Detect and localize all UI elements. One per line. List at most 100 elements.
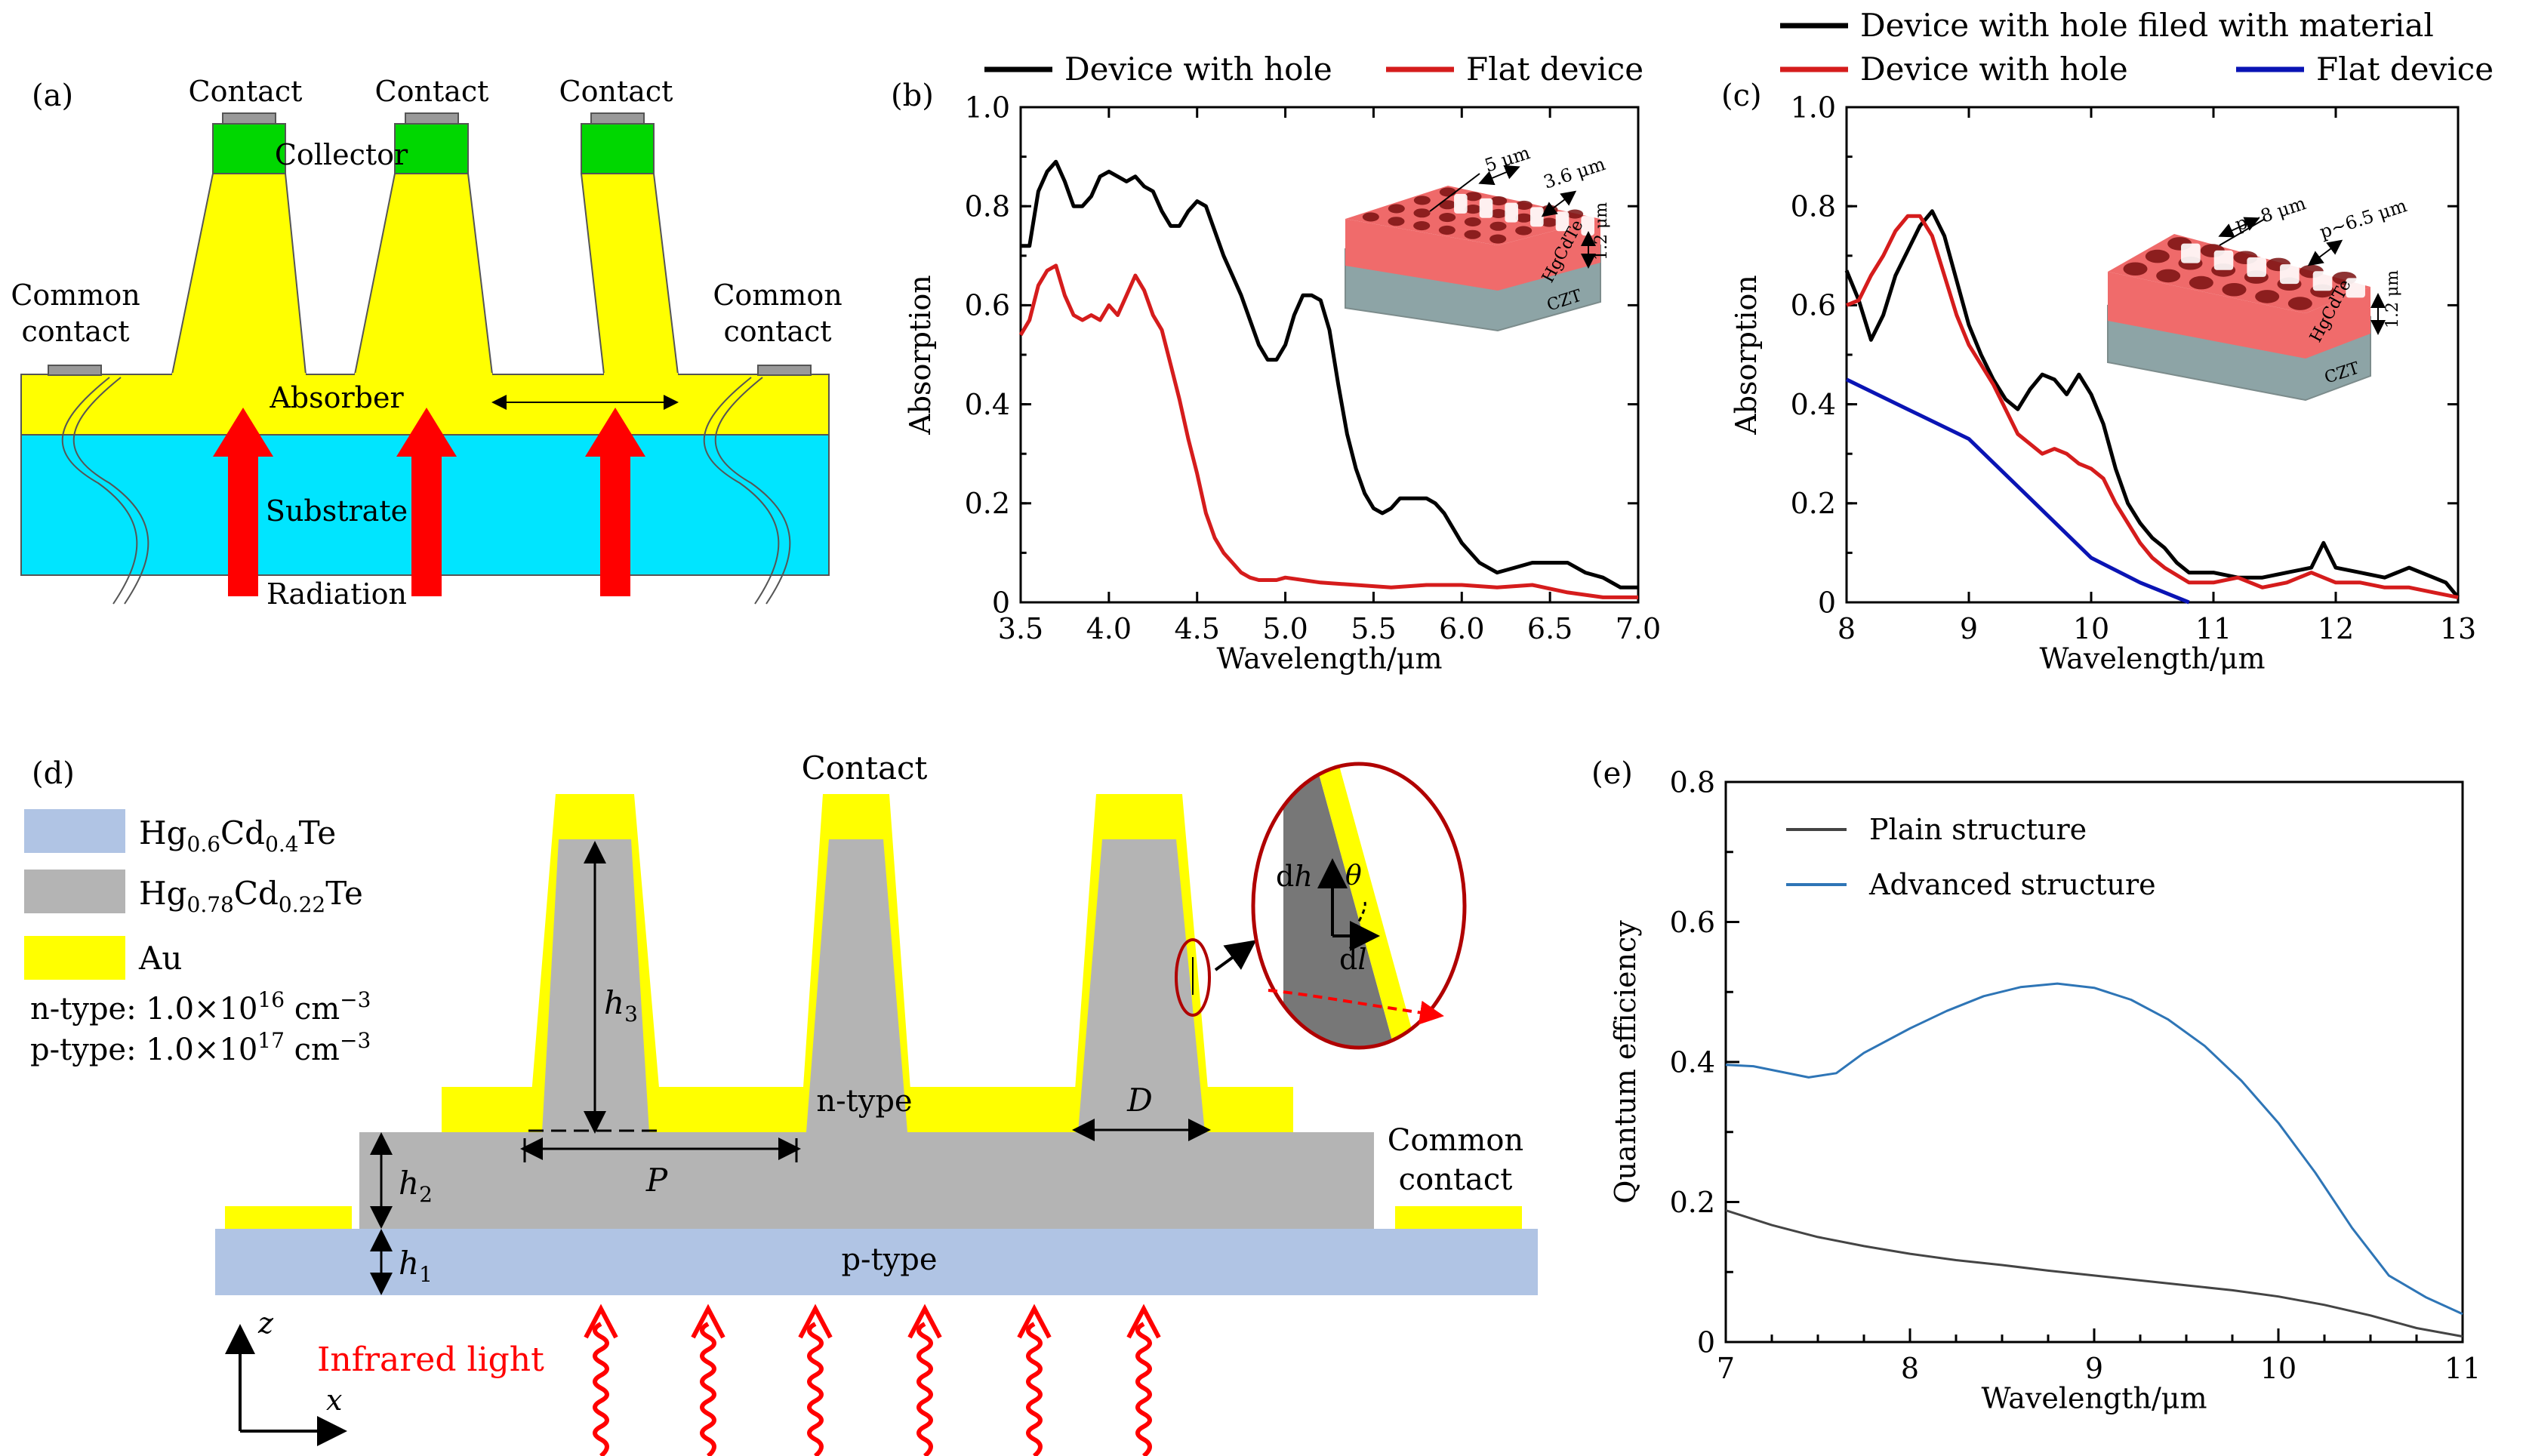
inset-hole-side xyxy=(1505,202,1518,223)
z-label: z xyxy=(257,1307,274,1340)
plot-c-series-2 xyxy=(1845,377,2190,605)
plot-e-xtick-label: 7 xyxy=(1717,1352,1735,1385)
plot-e-ytick-label: 0.4 xyxy=(1670,1045,1715,1079)
plot-b-ytick-label: 0.2 xyxy=(965,487,1010,520)
inset-hole xyxy=(1465,205,1482,214)
plot-b-xtick-label: 6.0 xyxy=(1439,612,1484,645)
plot-c-ylabel: Absorption xyxy=(1730,275,1763,435)
contact-label-d: Contact xyxy=(802,750,928,786)
plot-b-xtick-label: 5.5 xyxy=(1351,612,1396,645)
inset-c-arrow-2 xyxy=(2307,239,2343,266)
inset-hole xyxy=(2255,290,2280,303)
inset-hole xyxy=(2287,297,2312,310)
plot-c-xtick-label: 8 xyxy=(1838,612,1856,645)
inset-hole-side xyxy=(2181,243,2201,263)
plot-b-xlabel: Wavelength/μm xyxy=(1216,642,1442,675)
inset-hole xyxy=(1439,200,1456,210)
break-line-left xyxy=(61,377,138,605)
inset-hole xyxy=(1515,200,1533,210)
legend-d-label-1: Hg0.78Cd0.22Te xyxy=(139,875,363,917)
plot-c-series-1 xyxy=(1846,214,2459,599)
plot-c-ytick-label: 0 xyxy=(1818,586,1836,619)
inset-b-film-top xyxy=(1345,186,1600,245)
panel-c-legend: Device with hole filed with material Dev… xyxy=(1780,7,2494,88)
plot-e-ytick-label: 0.6 xyxy=(1670,906,1715,939)
legend-e-label-0: Plain structure xyxy=(1869,813,2087,846)
plot-e-xlabel: Wavelength/μm xyxy=(1981,1381,2207,1414)
plot-b-ytick-label: 1.0 xyxy=(965,91,1010,124)
legend-d-swatch-1 xyxy=(24,870,125,913)
mesa-2 xyxy=(353,173,494,375)
infrared-waves xyxy=(584,1304,1161,1456)
plot-e-ylabel: Quantum efficiency xyxy=(1609,920,1642,1204)
ir-wave xyxy=(916,1322,933,1456)
panel-c-label: (c) xyxy=(1721,78,1762,113)
inset-hole xyxy=(1489,208,1507,218)
ir-arrowhead xyxy=(798,1304,833,1339)
infrared-label: Infrared light xyxy=(317,1341,544,1379)
inset-b-dim-2: 1.2 μm xyxy=(1592,202,1611,260)
contact-label-2: Contact xyxy=(375,75,489,108)
collector-3 xyxy=(581,123,655,174)
legend-c-label-2: Flat device xyxy=(2316,51,2494,88)
plot-c-xtick-label: 11 xyxy=(2195,612,2232,645)
plot-b-xtick-label: 6.5 xyxy=(1527,612,1573,645)
inset-c-film-top xyxy=(2108,234,2370,313)
inset-hole-side xyxy=(1530,207,1544,227)
panel-c: (c) Device with hole filed with material… xyxy=(1721,7,2494,675)
inset-c: p~8 μm p~6.5 μm 1.2 μm HgCdTe CZT xyxy=(2107,192,2410,402)
ir-wave xyxy=(593,1322,609,1456)
n-type-base xyxy=(359,1132,1374,1229)
contact-label-1: Contact xyxy=(189,75,303,108)
radiation-arrow-1 xyxy=(213,408,273,596)
inset-c-dim-0: p~8 μm xyxy=(2232,192,2309,235)
plot-e-xtick-label: 10 xyxy=(2260,1352,2297,1385)
plot-b-ytick-label: 0.8 xyxy=(965,190,1010,223)
ir-wave xyxy=(1026,1322,1043,1456)
inset-c-pointer-1 xyxy=(2219,218,2266,246)
plot-e-xtick-label: 11 xyxy=(2444,1352,2481,1385)
substrate-label: Substrate xyxy=(266,494,408,528)
plot-e-ytick-label: 0 xyxy=(1697,1325,1715,1359)
plot-b-ytick-label: 0.6 xyxy=(965,289,1010,322)
radiation-arrow-2 xyxy=(396,408,457,596)
legend-d-swatch-2 xyxy=(24,936,125,980)
p-type-layer xyxy=(215,1229,1538,1295)
inset-hole xyxy=(1566,209,1584,219)
magnify-pointer xyxy=(1214,940,1257,971)
plot-c-ytick-label: 0.6 xyxy=(1791,289,1836,322)
n-type-pillar-2 xyxy=(806,839,907,1132)
contact-pad-2 xyxy=(405,112,459,125)
magnify-lens xyxy=(1251,762,1467,1050)
inset-hole xyxy=(2222,282,2247,297)
common-contact-left-2: contact xyxy=(21,315,129,348)
theta-label: θ xyxy=(1345,860,1362,891)
plot-b-series-0 xyxy=(1021,159,1638,589)
plot-c-xtick-label: 9 xyxy=(1960,612,1978,645)
legend-c-label-0: Device with hole filed with material xyxy=(1860,7,2434,44)
inset-c-dim-2: 1.2 μm xyxy=(2383,270,2402,328)
plot-c-ytick-label: 0.4 xyxy=(1791,388,1836,421)
plot-c-xtick-label: 13 xyxy=(2440,612,2476,645)
inset-hole xyxy=(2189,276,2213,290)
plot-e-frame xyxy=(1724,780,2464,1344)
common-contact-pad-left xyxy=(48,365,102,376)
inset-hole xyxy=(1465,192,1482,202)
inset-hole xyxy=(1489,221,1507,231)
collector-2 xyxy=(394,123,469,174)
plot-e-xtick-label: 9 xyxy=(2085,1352,2103,1385)
plot-e-series-1 xyxy=(1725,982,2463,1316)
inset-hole xyxy=(1464,217,1481,226)
plot-c-ytick-label: 1.0 xyxy=(1791,91,1836,124)
panel-b-legend: Device with hole Flat device xyxy=(984,51,1643,88)
radiation-arrow-3 xyxy=(585,408,645,596)
h1-label: h1 xyxy=(399,1245,433,1287)
inset-hole xyxy=(2156,269,2181,283)
inset-hole xyxy=(1489,234,1507,244)
inset-b-film-side xyxy=(1345,219,1600,291)
common-contact-right-2: contact xyxy=(723,315,831,348)
inset-hole-side xyxy=(2247,257,2266,277)
inset-c-dim-1: p~6.5 μm xyxy=(2317,195,2410,243)
inset-c-arrow-1 xyxy=(2218,217,2260,238)
